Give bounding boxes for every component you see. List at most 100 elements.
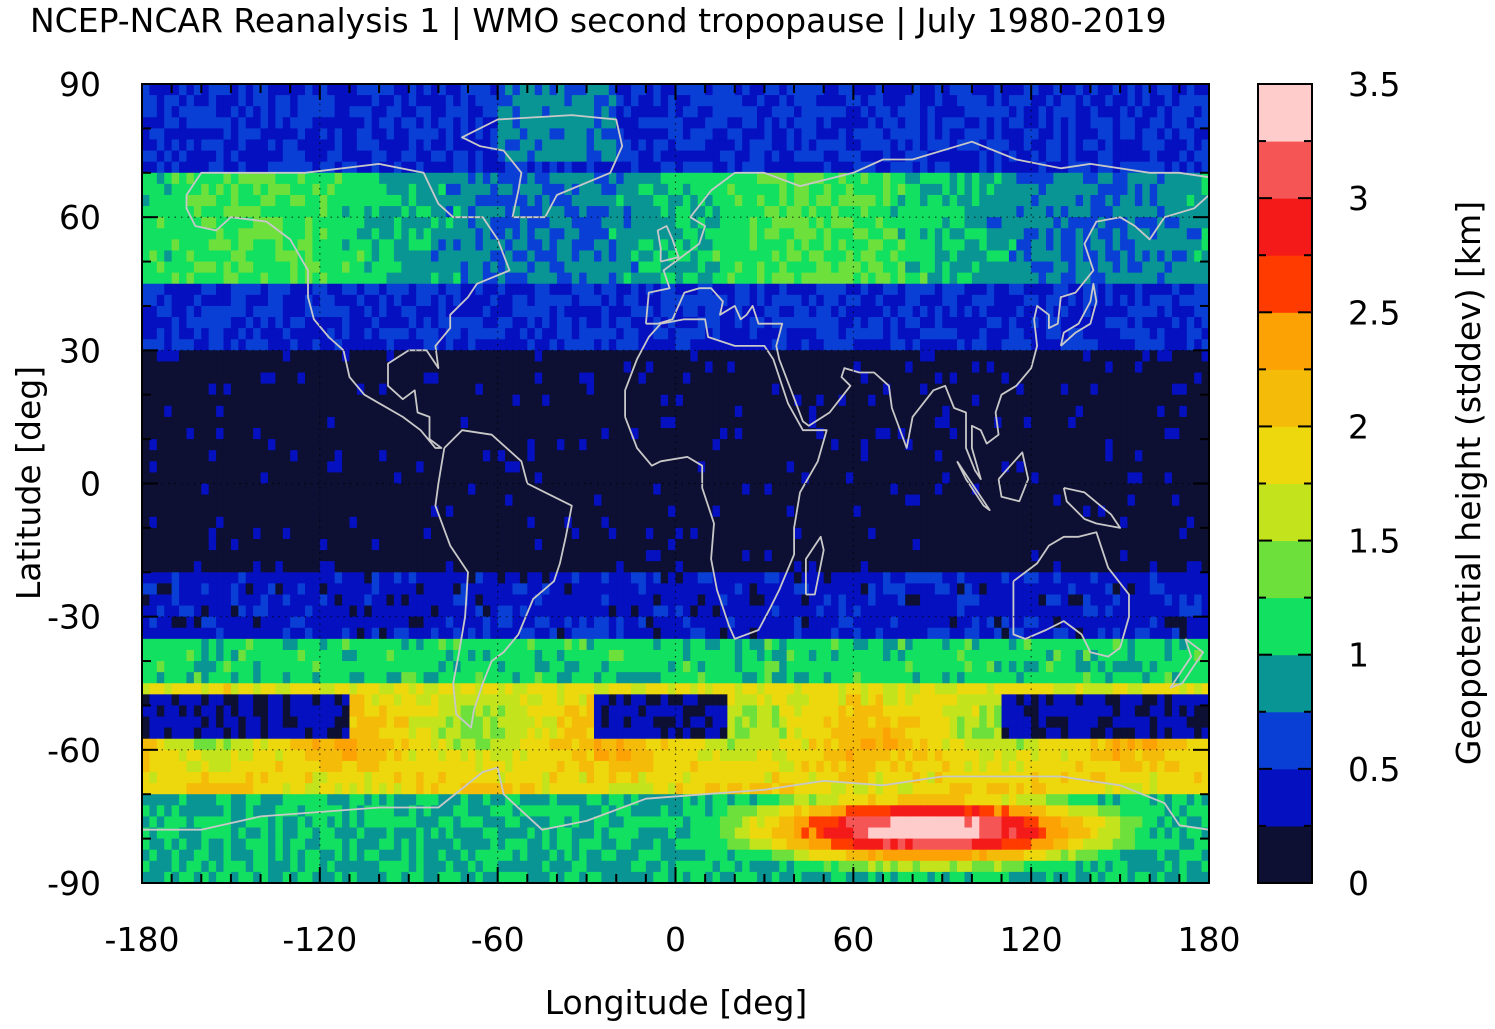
heatmap-cell: [416, 128, 424, 140]
heatmap-cell: [950, 162, 958, 174]
heatmap-cell: [898, 406, 906, 418]
heatmap-cell: [876, 306, 884, 318]
heatmap-cell: [824, 117, 832, 129]
heatmap-cell: [1179, 228, 1187, 240]
heatmap-cell: [1031, 339, 1039, 351]
heatmap-cell: [683, 339, 691, 351]
heatmap-cell: [394, 206, 402, 218]
heatmap-cell: [1194, 217, 1202, 229]
heatmap-cell: [1002, 139, 1010, 151]
heatmap-cell: [520, 95, 528, 107]
heatmap-cell: [268, 128, 276, 140]
heatmap-cell: [1002, 417, 1010, 429]
heatmap-cell: [342, 95, 350, 107]
heatmap-cell: [957, 273, 965, 285]
heatmap-cell: [364, 250, 372, 262]
heatmap-cell: [1187, 395, 1195, 407]
heatmap-cell: [253, 228, 261, 240]
heatmap-cell: [290, 228, 298, 240]
heatmap-cell: [186, 373, 194, 385]
heatmap-cell: [787, 239, 795, 251]
heatmap-cell: [224, 106, 232, 118]
heatmap-cell: [290, 428, 298, 440]
heatmap-cell: [1002, 373, 1010, 385]
heatmap-cell: [201, 295, 209, 307]
heatmap-cell: [1142, 106, 1150, 118]
heatmap-cell: [735, 95, 743, 107]
heatmap-cell: [1165, 395, 1173, 407]
heatmap-cell: [305, 106, 313, 118]
heatmap-cell: [172, 228, 180, 240]
heatmap-cell: [201, 361, 209, 373]
heatmap-cell: [275, 217, 283, 229]
heatmap-cell: [542, 450, 550, 462]
heatmap-cell: [964, 151, 972, 163]
heatmap-cell: [320, 206, 328, 218]
heatmap-cell: [735, 139, 743, 151]
heatmap-cell: [231, 373, 239, 385]
heatmap-cell: [942, 195, 950, 207]
heatmap-cell: [1150, 395, 1158, 407]
heatmap-cell: [498, 317, 506, 329]
heatmap-cell: [631, 284, 639, 296]
heatmap-cell: [594, 295, 602, 307]
heatmap-cell: [646, 417, 654, 429]
heatmap-cell: [735, 450, 743, 462]
heatmap-cell: [1098, 373, 1106, 385]
heatmap-cell: [742, 228, 750, 240]
heatmap-cell: [542, 173, 550, 185]
heatmap-cell: [1187, 450, 1195, 462]
heatmap-cell: [253, 295, 261, 307]
heatmap-cell: [283, 406, 291, 418]
heatmap-cell: [512, 439, 520, 451]
heatmap-cell: [550, 295, 558, 307]
heatmap-cell: [1135, 295, 1143, 307]
heatmap-cell: [609, 395, 617, 407]
heatmap-cell: [905, 173, 913, 185]
heatmap-cell: [572, 228, 580, 240]
heatmap-cell: [579, 250, 587, 262]
heatmap-cell: [149, 206, 157, 218]
heatmap-cell: [638, 428, 646, 440]
heatmap-cell: [535, 284, 543, 296]
heatmap-cell: [542, 384, 550, 396]
heatmap-cell: [898, 361, 906, 373]
heatmap-cell: [846, 162, 854, 174]
heatmap-cell: [861, 306, 869, 318]
heatmap-cell: [438, 95, 446, 107]
heatmap-cell: [950, 450, 958, 462]
heatmap-cell: [275, 117, 283, 129]
heatmap-cell: [646, 117, 654, 129]
heatmap-cell: [349, 228, 357, 240]
heatmap-cell: [1061, 239, 1069, 251]
heatmap-cell: [498, 284, 506, 296]
heatmap-cell: [1090, 395, 1098, 407]
heatmap-cell: [290, 306, 298, 318]
heatmap-cell: [779, 428, 787, 440]
heatmap-cell: [794, 428, 802, 440]
heatmap-cell: [1127, 395, 1135, 407]
heatmap-cell: [1194, 139, 1202, 151]
heatmap-cell: [1031, 195, 1039, 207]
heatmap-cell: [461, 273, 469, 285]
heatmap-cell: [683, 306, 691, 318]
heatmap-cell: [357, 139, 365, 151]
heatmap-cell: [172, 84, 180, 96]
heatmap-cell: [572, 139, 580, 151]
heatmap-cell: [572, 284, 580, 296]
heatmap-cell: [349, 173, 357, 185]
heatmap-cell: [920, 184, 928, 196]
heatmap-cell: [653, 106, 661, 118]
heatmap-cell: [512, 317, 520, 329]
heatmap-cell: [364, 450, 372, 462]
heatmap-cell: [268, 350, 276, 362]
heatmap-cell: [379, 384, 387, 396]
heatmap-cell: [942, 262, 950, 274]
heatmap-cell: [772, 84, 780, 96]
heatmap-cell: [483, 184, 491, 196]
heatmap-cell: [349, 151, 357, 163]
heatmap-cell: [861, 217, 869, 229]
heatmap-cell: [727, 106, 735, 118]
heatmap-cell: [898, 195, 906, 207]
heatmap-cell: [312, 262, 320, 274]
